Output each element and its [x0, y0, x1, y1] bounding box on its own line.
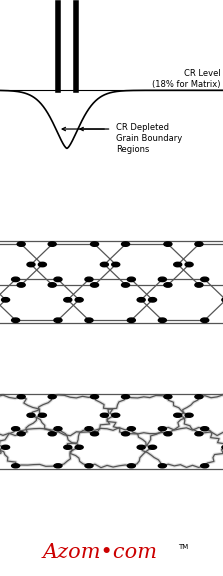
Circle shape — [38, 413, 46, 417]
Circle shape — [112, 413, 120, 417]
Circle shape — [85, 277, 93, 282]
Text: TM: TM — [178, 544, 189, 550]
Circle shape — [48, 242, 56, 247]
Circle shape — [195, 432, 203, 436]
Text: Carbides at grain boundaries: Carbides at grain boundaries — [7, 347, 159, 357]
Circle shape — [158, 277, 166, 282]
Circle shape — [127, 464, 135, 468]
Circle shape — [127, 318, 135, 323]
Circle shape — [195, 283, 203, 287]
Circle shape — [2, 298, 10, 302]
Circle shape — [201, 464, 209, 468]
Circle shape — [54, 318, 62, 323]
Circle shape — [75, 298, 83, 302]
Circle shape — [222, 298, 223, 302]
Circle shape — [149, 298, 157, 302]
Circle shape — [164, 395, 172, 399]
Circle shape — [75, 445, 83, 449]
Circle shape — [12, 427, 20, 431]
Circle shape — [127, 277, 135, 282]
Circle shape — [2, 445, 10, 449]
Circle shape — [195, 242, 203, 247]
Circle shape — [54, 427, 62, 431]
Circle shape — [91, 242, 99, 247]
Circle shape — [85, 318, 93, 323]
Circle shape — [195, 395, 203, 399]
Circle shape — [201, 318, 209, 323]
Circle shape — [174, 262, 182, 267]
Circle shape — [27, 262, 35, 267]
Text: CR Level
(18% for Matrix): CR Level (18% for Matrix) — [152, 69, 221, 89]
Circle shape — [17, 283, 25, 287]
Circle shape — [85, 464, 93, 468]
Circle shape — [185, 413, 193, 417]
Circle shape — [164, 242, 172, 247]
Circle shape — [91, 432, 99, 436]
Circle shape — [201, 277, 209, 282]
Circle shape — [137, 298, 145, 302]
Circle shape — [54, 464, 62, 468]
Circle shape — [64, 298, 72, 302]
Circle shape — [122, 242, 130, 247]
Circle shape — [222, 445, 223, 449]
Text: CR Depleted
Grain Boundary
Regions: CR Depleted Grain Boundary Regions — [116, 123, 182, 154]
Circle shape — [17, 432, 25, 436]
Circle shape — [12, 464, 20, 468]
Circle shape — [164, 283, 172, 287]
Circle shape — [64, 445, 72, 449]
Circle shape — [12, 277, 20, 282]
Circle shape — [185, 262, 193, 267]
Circle shape — [174, 413, 182, 417]
Circle shape — [122, 432, 130, 436]
Circle shape — [85, 427, 93, 431]
Circle shape — [100, 262, 108, 267]
Circle shape — [201, 427, 209, 431]
Circle shape — [17, 395, 25, 399]
Circle shape — [127, 427, 135, 431]
Circle shape — [38, 262, 46, 267]
Circle shape — [112, 262, 120, 267]
Circle shape — [27, 413, 35, 417]
Circle shape — [17, 242, 25, 247]
Circle shape — [48, 432, 56, 436]
Circle shape — [122, 395, 130, 399]
Circle shape — [137, 445, 145, 449]
Circle shape — [100, 413, 108, 417]
Circle shape — [158, 464, 166, 468]
Circle shape — [91, 395, 99, 399]
Circle shape — [164, 432, 172, 436]
Circle shape — [158, 427, 166, 431]
Text: Corrosion at grain boundaries due
to regions of Cr depletion: Corrosion at grain boundaries due to reg… — [7, 494, 185, 517]
Circle shape — [12, 318, 20, 323]
Circle shape — [149, 445, 157, 449]
Text: Azom•com: Azom•com — [43, 543, 158, 562]
Circle shape — [122, 283, 130, 287]
Circle shape — [48, 395, 56, 399]
Circle shape — [54, 277, 62, 282]
Circle shape — [91, 283, 99, 287]
Circle shape — [48, 283, 56, 287]
Text: Cr depleted zone around a
grain boundary precipitate
of secondary carbide: Cr depleted zone around a grain boundary… — [7, 168, 137, 204]
Circle shape — [158, 318, 166, 323]
